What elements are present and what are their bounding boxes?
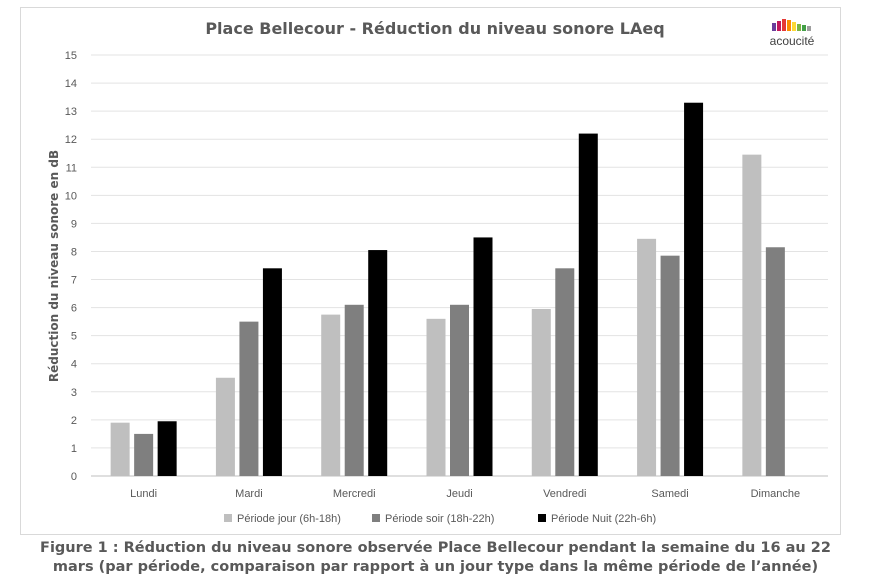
y-tick-label: 0 — [71, 471, 77, 483]
bar — [344, 304, 364, 476]
logo-bar — [782, 19, 786, 31]
legend-swatch — [224, 514, 232, 522]
y-tick-label: 5 — [71, 331, 77, 343]
bar — [368, 250, 388, 476]
bar — [531, 309, 551, 476]
acoucite-logo — [772, 19, 811, 31]
bar — [765, 247, 785, 476]
bar — [262, 268, 282, 476]
y-tick-label: 13 — [65, 106, 77, 118]
category-label: Samedi — [651, 488, 688, 500]
logo-bar — [772, 23, 776, 31]
logo-bar — [792, 22, 796, 31]
logo-text: acoucité — [770, 34, 815, 48]
category-label: Mercredi — [333, 488, 376, 500]
y-axis-label: Réduction du niveau sonore en dB — [47, 150, 61, 382]
y-tick-label: 11 — [66, 162, 77, 174]
bar — [134, 433, 154, 476]
bar — [450, 304, 469, 476]
category-label: Lundi — [130, 488, 157, 500]
legend-label: Période jour (6h-18h) — [237, 513, 341, 525]
legend-swatch — [538, 514, 546, 522]
bars — [110, 102, 785, 477]
bar — [157, 421, 177, 476]
legend-label: Période soir (18h-22h) — [385, 513, 494, 525]
bar — [473, 237, 493, 476]
bar — [426, 318, 446, 476]
logo-bar — [787, 20, 791, 31]
caption-line-2: mars (par période, comparaison par rappo… — [52, 559, 819, 575]
y-tick-label: 8 — [71, 246, 77, 258]
y-tick-label: 14 — [65, 78, 77, 90]
logo-bar — [777, 21, 781, 31]
category-label: Vendredi — [543, 488, 586, 500]
bar — [239, 321, 259, 476]
bar — [321, 314, 341, 476]
category-label: Dimanche — [751, 488, 801, 500]
y-tick-label: 1 — [71, 443, 77, 455]
y-tick-label: 9 — [71, 218, 77, 230]
bar — [637, 238, 657, 476]
category-label: Jeudi — [446, 488, 472, 500]
bar — [578, 133, 598, 476]
bar — [742, 154, 762, 477]
logo-bar — [797, 24, 801, 31]
chart-svg: Place Bellecour - Réduction du niveau so… — [47, 19, 828, 525]
category-label: Mardi — [235, 488, 263, 500]
chart-frame: Place Bellecour - Réduction du niveau so… — [20, 7, 841, 535]
bar — [215, 377, 235, 476]
caption-line-1: Figure 1 : Réduction du niveau sonore ob… — [40, 540, 831, 556]
chart-title: Place Bellecour - Réduction du niveau so… — [205, 19, 664, 38]
y-tick-label: 6 — [71, 303, 77, 315]
figure-caption: Figure 1 : Réduction du niveau sonore ob… — [0, 539, 871, 577]
legend: Période jour (6h-18h) Période soir (18h-2… — [224, 513, 656, 525]
bar — [660, 255, 680, 476]
category-labels: Lundi Mardi Mercredi Jeudi Vendredi Samedi Dim… — [130, 488, 800, 500]
y-tick-label: 7 — [71, 275, 77, 287]
y-tick-label: 3 — [71, 387, 77, 399]
bar — [555, 268, 575, 476]
y-tick-label: 4 — [71, 359, 77, 371]
y-tick-label: 10 — [65, 190, 77, 202]
legend-swatch — [372, 514, 380, 522]
bar — [684, 102, 704, 477]
y-tick-label: 12 — [65, 134, 77, 146]
y-tick-label: 2 — [71, 415, 77, 427]
logo-bar — [802, 25, 806, 31]
logo-bar — [807, 26, 811, 31]
bar — [110, 422, 130, 476]
y-tick-label: 15 — [65, 50, 77, 62]
legend-label: Période Nuit (22h-6h) — [551, 513, 656, 525]
